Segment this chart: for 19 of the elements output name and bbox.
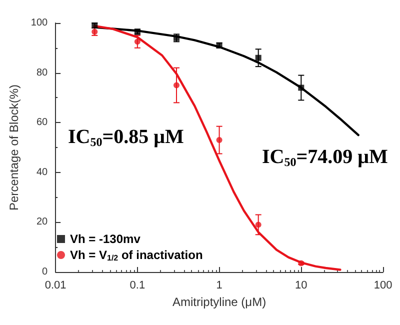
x-axis-title: Amitriptyline (μM) [172, 295, 266, 309]
y-tick-label: 40 [36, 166, 48, 178]
x-tick-label: 100 [374, 280, 392, 292]
point [216, 137, 222, 144]
point [298, 260, 304, 266]
point [174, 82, 180, 88]
y-tick-label: 60 [36, 117, 48, 128]
legend-label: Vh = -130mv [70, 232, 141, 246]
x-tick-label: 10 [295, 280, 308, 292]
y-tick-label: 80 [36, 67, 48, 78]
y-tick-label: 100 [30, 18, 48, 28]
y-axis-title: Percentage of Block(%) [7, 84, 21, 211]
y-tick-label: 20 [36, 216, 48, 228]
x-tick-label: 0.01 [44, 280, 66, 292]
point [298, 84, 304, 91]
x-tick-label: 0.1 [130, 280, 146, 292]
x-tick-label: 1 [216, 280, 222, 292]
y-tick-label: 0 [42, 266, 48, 278]
point [134, 38, 140, 45]
